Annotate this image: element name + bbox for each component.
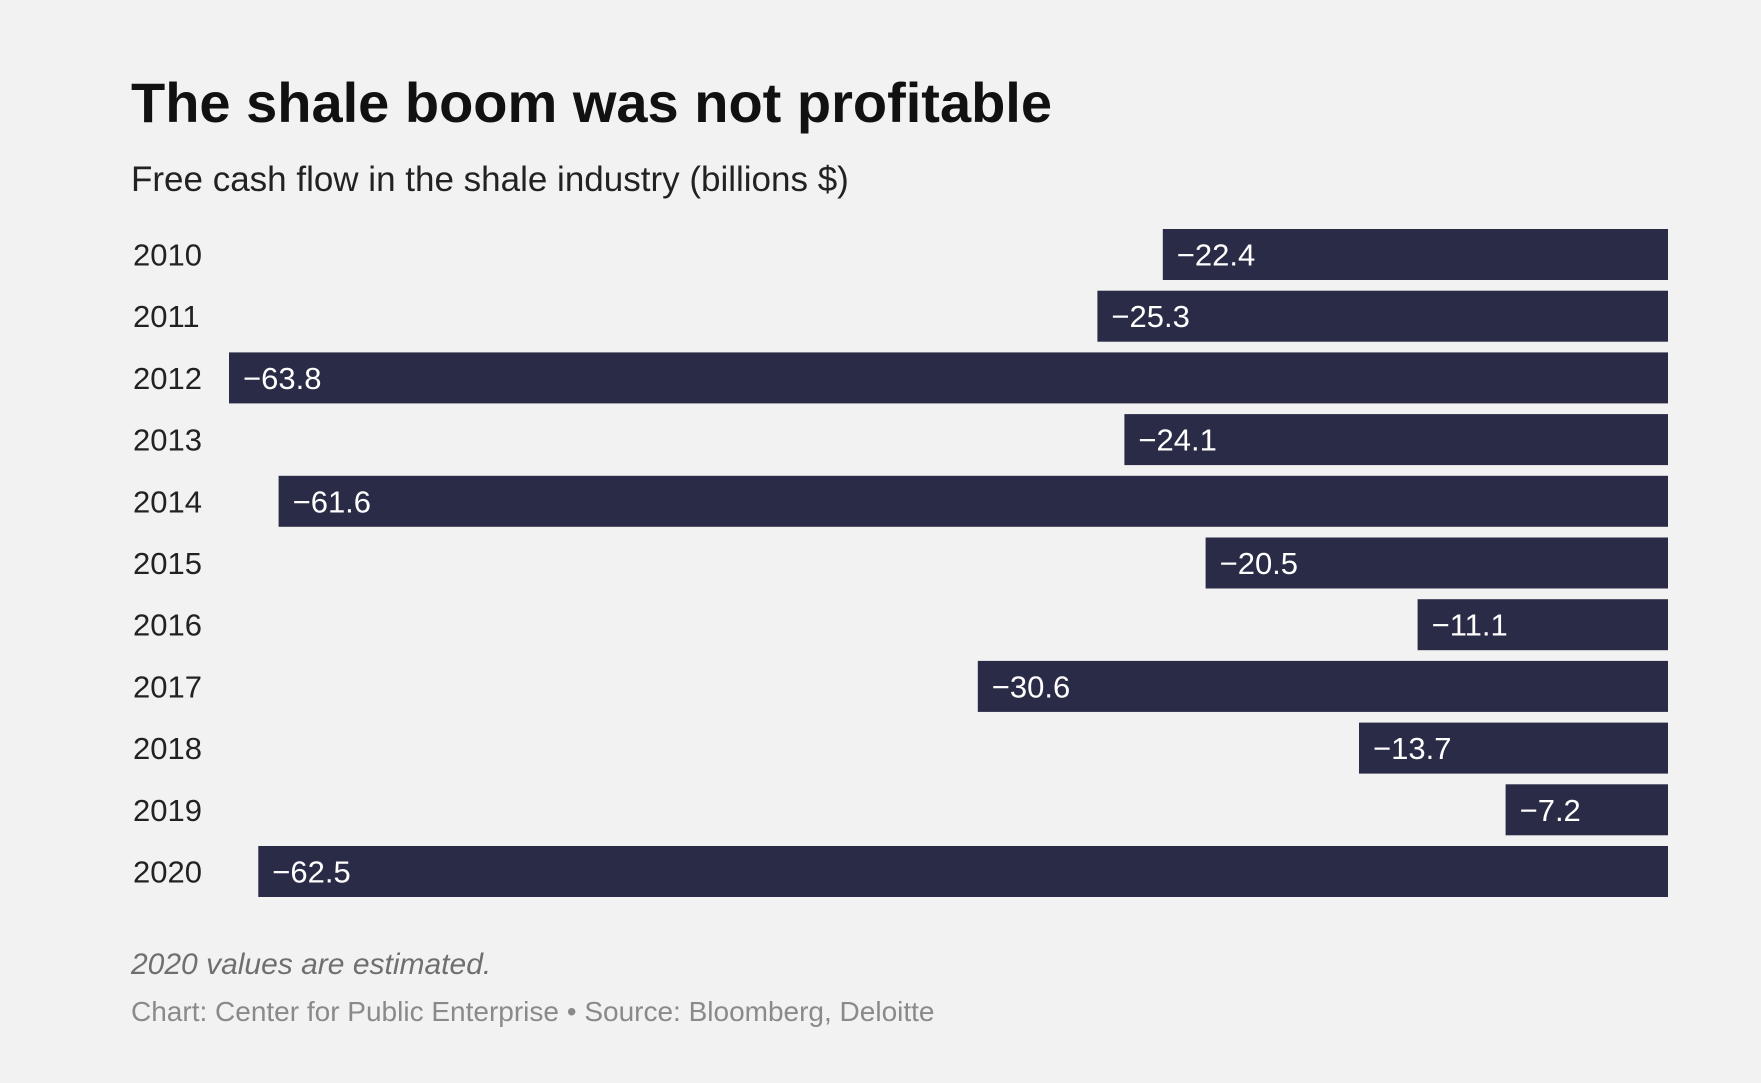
value-label-2010: −22.4 bbox=[1177, 238, 1255, 273]
value-label-2012: −63.8 bbox=[243, 361, 321, 396]
category-label-2015: 2015 bbox=[133, 546, 202, 581]
category-label-2013: 2013 bbox=[133, 423, 202, 458]
category-label-2016: 2016 bbox=[133, 608, 202, 643]
value-label-2014: −61.6 bbox=[293, 484, 371, 519]
category-label-2018: 2018 bbox=[133, 731, 202, 766]
value-label-2018: −13.7 bbox=[1373, 731, 1451, 766]
category-label-2012: 2012 bbox=[133, 361, 202, 396]
bar-2017 bbox=[977, 660, 1668, 712]
chart-subtitle: Free cash flow in the shale industry (bi… bbox=[131, 160, 849, 199]
bar-2013 bbox=[1124, 414, 1668, 466]
chart-title: The shale boom was not profitable bbox=[131, 71, 1052, 134]
category-label-2017: 2017 bbox=[133, 669, 202, 704]
value-label-2019: −7.2 bbox=[1520, 793, 1581, 828]
category-label-2014: 2014 bbox=[133, 484, 202, 519]
bar-2019 bbox=[1505, 784, 1668, 836]
category-label-2019: 2019 bbox=[133, 793, 202, 828]
bar-2016 bbox=[1417, 599, 1668, 651]
chart-note: 2020 values are estimated. bbox=[131, 948, 492, 981]
value-label-2011: −25.3 bbox=[1111, 299, 1189, 334]
category-label-2011: 2011 bbox=[133, 299, 200, 334]
value-label-2015: −20.5 bbox=[1220, 546, 1298, 581]
bar-2015 bbox=[1205, 537, 1668, 589]
bar-2020 bbox=[258, 846, 1668, 897]
category-label-2020: 2020 bbox=[133, 855, 202, 890]
bar-2014 bbox=[278, 475, 1669, 527]
value-label-2020: −62.5 bbox=[272, 855, 350, 890]
bar-2018 bbox=[1359, 722, 1668, 774]
category-label-2010: 2010 bbox=[133, 238, 202, 273]
value-label-2017: −30.6 bbox=[992, 669, 1070, 704]
bar-2011 bbox=[1097, 290, 1668, 342]
value-label-2016: −11.1 bbox=[1432, 608, 1508, 643]
chart-credit: Chart: Center for Public Enterprise • So… bbox=[131, 996, 935, 1027]
value-label-2013: −24.1 bbox=[1138, 423, 1216, 458]
bar-2012 bbox=[229, 352, 1668, 404]
bar-2010 bbox=[1162, 229, 1668, 280]
